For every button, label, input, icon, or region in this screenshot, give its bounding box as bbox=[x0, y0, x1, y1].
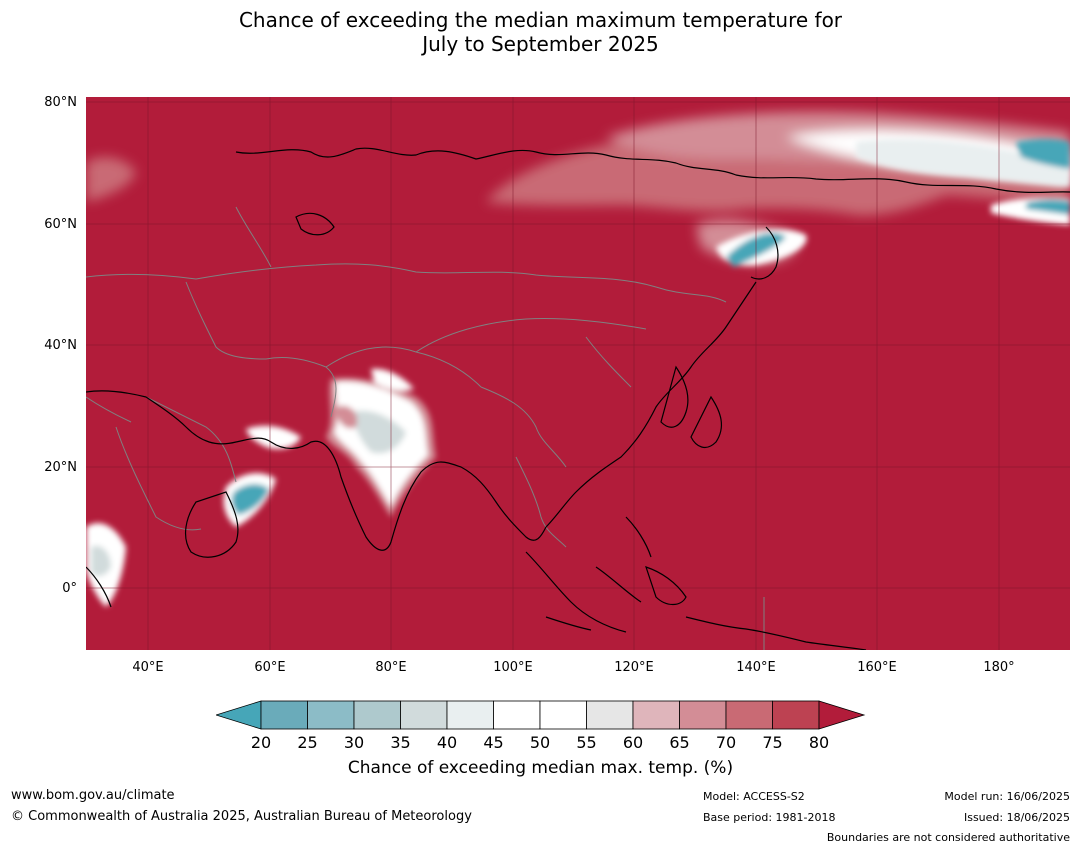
footer-base-period: Base period: 1981-2018 bbox=[703, 811, 836, 824]
graticule bbox=[86, 97, 1070, 650]
forecast-map bbox=[86, 97, 1070, 650]
footer-disclaimer: Boundaries are not considered authoritat… bbox=[826, 831, 1070, 844]
colorbar-segment bbox=[586, 700, 634, 730]
colorbar-tick-label: 25 bbox=[297, 733, 318, 752]
footer-model-run: Model run: 16/06/2025 bbox=[944, 790, 1070, 803]
lon-label-60e: 60°E bbox=[254, 660, 286, 675]
colorbar-tick-label: 45 bbox=[483, 733, 504, 752]
colorbar-segment bbox=[446, 700, 494, 730]
lat-label-20n: 20°N bbox=[44, 460, 77, 475]
lon-label-80e: 80°E bbox=[375, 660, 407, 675]
colorbar-segment bbox=[679, 700, 727, 730]
lat-label-40n: 40°N bbox=[44, 338, 77, 353]
colorbar-segment bbox=[632, 700, 680, 730]
lon-label-160e: 160°E bbox=[857, 660, 897, 675]
colorbar-tick-label: 80 bbox=[808, 733, 830, 752]
india-probability-region bbox=[326, 368, 436, 517]
lat-label-60n: 60°N bbox=[44, 217, 77, 232]
colorbar-under-arrow bbox=[214, 700, 262, 730]
colorbar-tick-label: 60 bbox=[622, 733, 644, 752]
colorbar-tick-label: 70 bbox=[715, 733, 737, 752]
lon-label-120e: 120°E bbox=[614, 660, 654, 675]
arabia-probability-region bbox=[86, 425, 301, 607]
colorbar-tick-label: 20 bbox=[250, 733, 272, 752]
colorbar-segment bbox=[725, 700, 773, 730]
footer-url: www.bom.gov.au/climate bbox=[11, 788, 175, 803]
colorbar-tick-label: 40 bbox=[436, 733, 458, 752]
colorbar-segment bbox=[493, 700, 541, 730]
colorbar-graphic bbox=[214, 700, 866, 730]
colorbar-tick-label: 65 bbox=[669, 733, 690, 752]
colorbar-tick-label: 35 bbox=[390, 733, 411, 752]
lon-label-40e: 40°E bbox=[132, 660, 164, 675]
coastlines bbox=[86, 147, 1070, 650]
colorbar-segment bbox=[260, 700, 308, 730]
lon-label-100e: 100°E bbox=[493, 660, 533, 675]
colorbar-tick-label: 55 bbox=[576, 733, 597, 752]
footer-model: Model: ACCESS-S2 bbox=[703, 790, 805, 803]
colorbar-over-arrow bbox=[818, 700, 866, 730]
footer-copyright: © Commonwealth of Australia 2025, Austra… bbox=[11, 809, 472, 824]
colorbar-tick-label: 75 bbox=[762, 733, 783, 752]
lon-label-140e: 140°E bbox=[736, 660, 776, 675]
map-title: Chance of exceeding the median maximum t… bbox=[0, 8, 1081, 56]
colorbar-segment bbox=[772, 700, 820, 730]
lon-label-180: 180° bbox=[983, 660, 1015, 675]
lat-label-0: 0° bbox=[62, 581, 77, 596]
colorbar-segment bbox=[353, 700, 401, 730]
country-borders bbox=[86, 206, 765, 650]
colorbar bbox=[214, 700, 866, 734]
map-canvas bbox=[86, 97, 1070, 650]
title-line-2: July to September 2025 bbox=[422, 32, 659, 56]
colorbar-segment bbox=[539, 700, 587, 730]
lat-label-80n: 80°N bbox=[44, 95, 77, 110]
title-line-1: Chance of exceeding the median maximum t… bbox=[238, 8, 843, 32]
footer-issued: Issued: 18/06/2025 bbox=[963, 811, 1070, 824]
colorbar-segment bbox=[307, 700, 355, 730]
colorbar-label: Chance of exceeding median max. temp. (%… bbox=[347, 758, 734, 778]
colorbar-segment bbox=[400, 700, 448, 730]
colorbar-tick-label: 30 bbox=[343, 733, 365, 752]
colorbar-tick-label: 50 bbox=[529, 733, 551, 752]
